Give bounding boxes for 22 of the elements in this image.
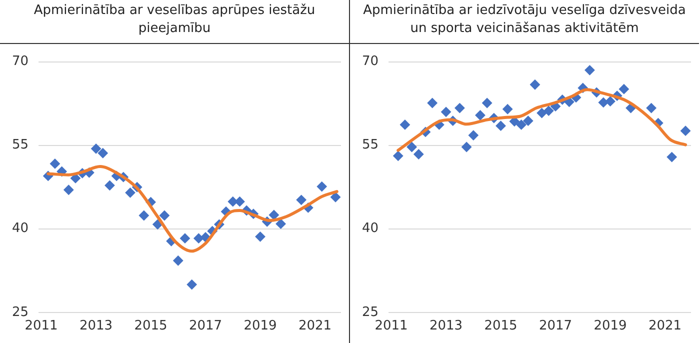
y-tick-label: 70 xyxy=(362,54,379,70)
chart-title: Apmierinātība ar veselības aprūpes iestāžu pieejamību xyxy=(0,0,349,44)
y-tick-label: 70 xyxy=(12,54,29,70)
x-tick-label: 2021 xyxy=(648,318,682,334)
x-tick-label: 2013 xyxy=(79,318,113,334)
chart-title: Apmierinātība ar iedzīvotāju veselīga dzīvesveida un sporta veicināšanas aktivitātēm xyxy=(350,0,699,44)
x-tick-label: 2013 xyxy=(429,318,463,334)
x-tick-label: 2017 xyxy=(188,318,222,334)
x-tick-label: 2019 xyxy=(594,318,627,334)
x-tick-label: 2019 xyxy=(244,318,277,334)
y-tick-label: 55 xyxy=(12,138,29,153)
y-tick-label: 25 xyxy=(12,304,29,320)
y-tick-label: 40 xyxy=(12,221,29,236)
y-tick-label: 25 xyxy=(362,304,379,320)
y-tick-label: 55 xyxy=(362,138,379,153)
x-tick-label: 2011 xyxy=(374,318,408,334)
x-tick-label: 2011 xyxy=(24,318,58,334)
x-tick-label: 2015 xyxy=(134,318,168,334)
x-tick-label: 2021 xyxy=(298,318,332,334)
y-tick-label: 40 xyxy=(362,221,379,236)
x-tick-label: 2017 xyxy=(538,318,572,334)
x-tick-label: 2015 xyxy=(484,318,518,334)
